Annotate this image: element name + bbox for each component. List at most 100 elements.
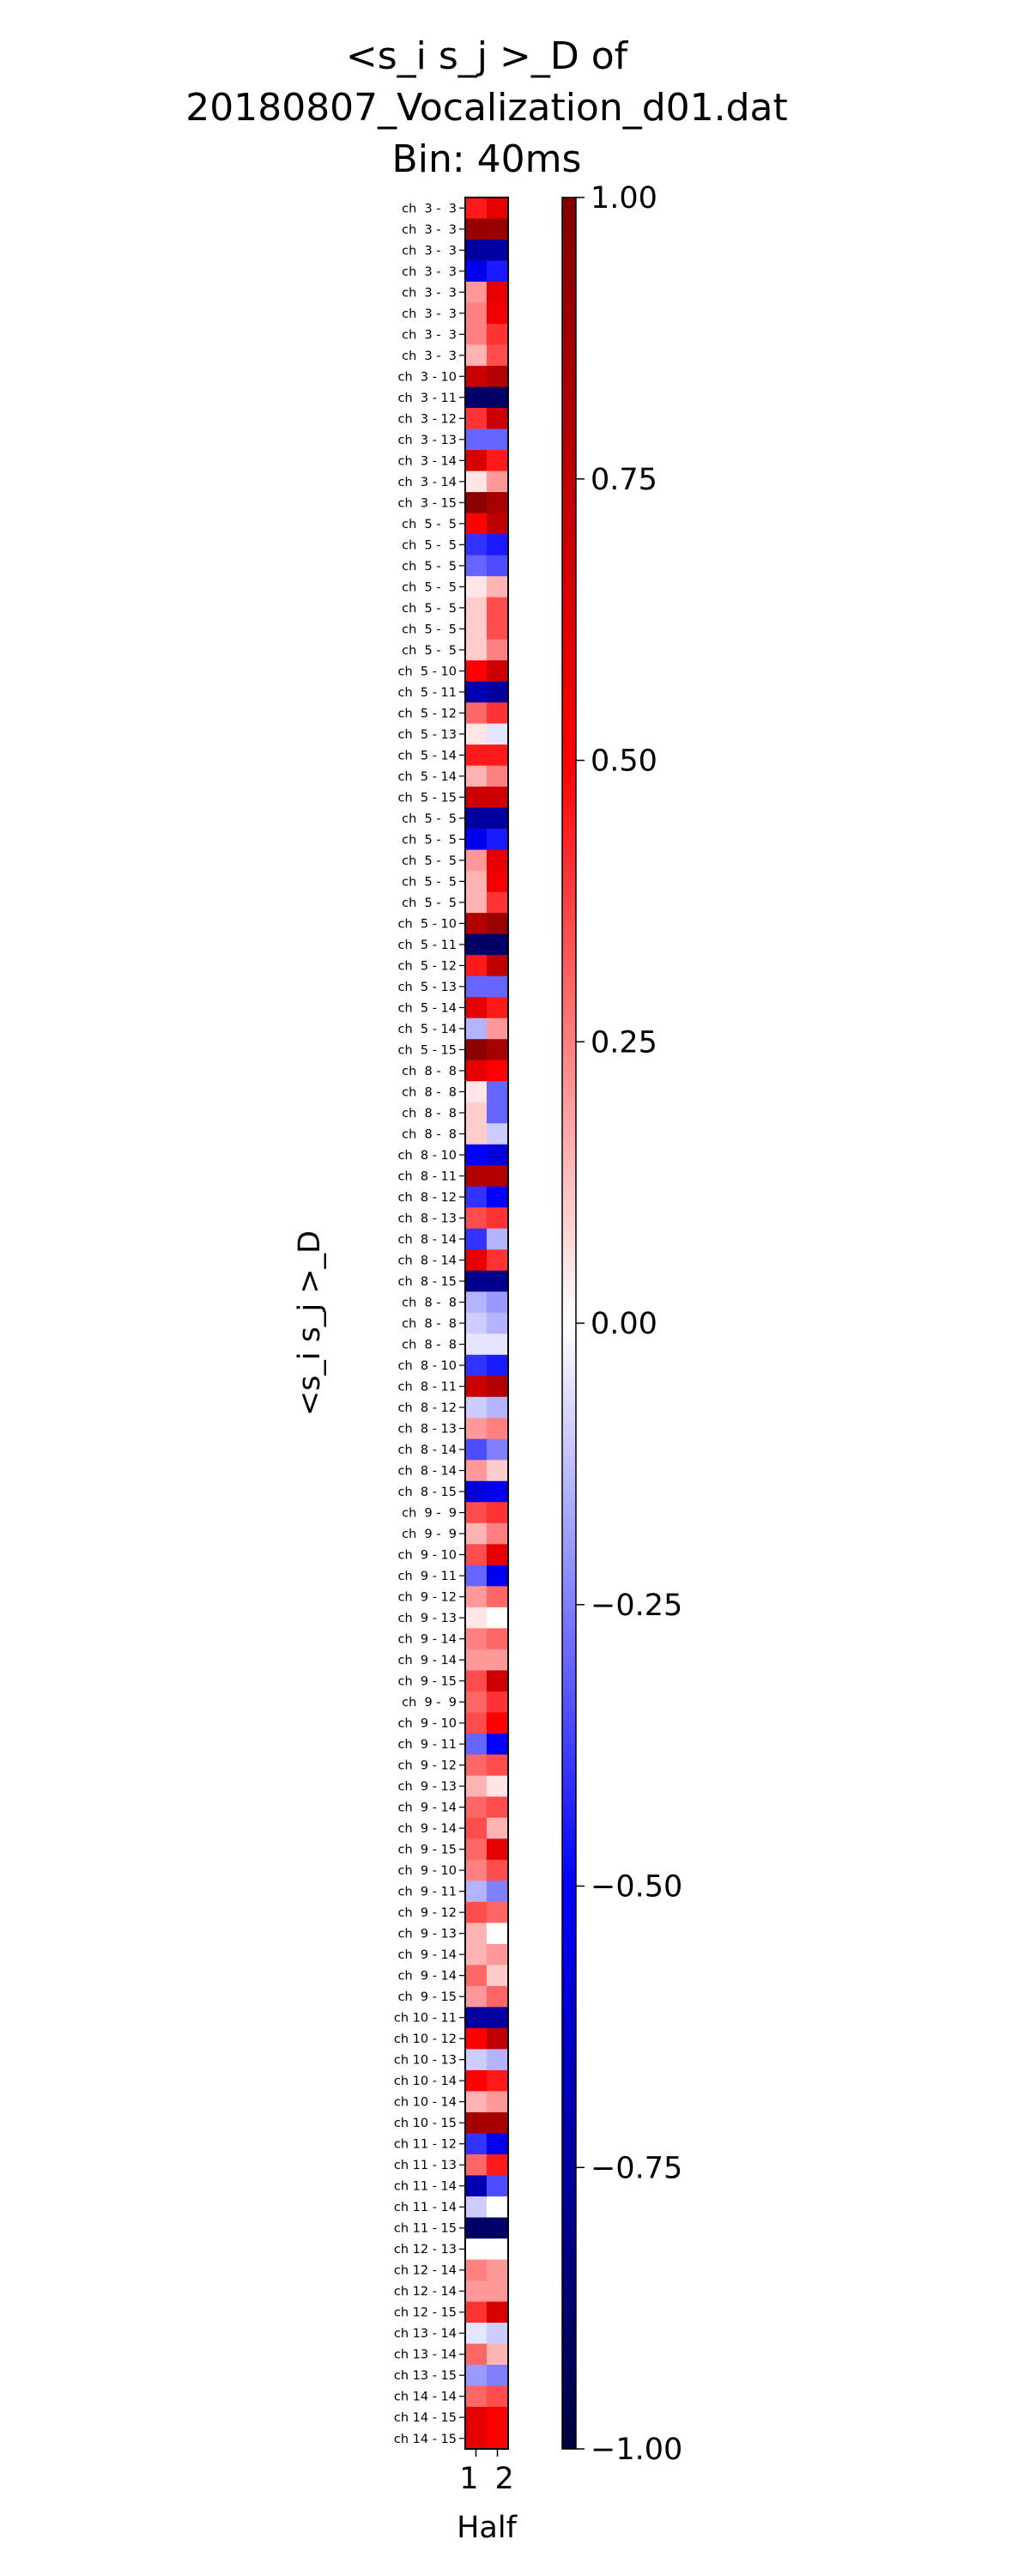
heatmap-cell-r14-c1 [487,492,509,513]
heatmap-cell-r71-c1 [487,1691,509,1713]
heatmap-cell-r79-c1 [487,1859,509,1881]
heatmap-cell-r41-c0 [465,1060,488,1082]
row-label-69: ch 9 - 14 [397,1654,457,1668]
heatmap-cell-r8-c1 [487,366,509,387]
heatmap-cell-r82-c1 [487,1923,509,1945]
heatmap-cell-r98-c0 [465,2259,488,2281]
heatmap-cell-r103-c1 [487,2364,509,2386]
heatmap-cell-r106-c1 [487,2427,509,2450]
heatmap-cell-r95-c0 [465,2196,488,2218]
row-label-3: ch 3 - 3 [402,265,457,279]
row-label-76: ch 9 - 14 [397,1801,457,1815]
heatmap-cell-r0-c1 [487,197,509,219]
row-label-12: ch 3 - 14 [397,454,457,468]
heatmap-cell-r19-c1 [487,597,509,619]
row-label-13: ch 3 - 14 [397,476,457,489]
row-label-19: ch 5 - 5 [402,602,457,616]
heatmap-cell-r4-c0 [465,282,488,303]
heatmap-cell-r12-c1 [487,450,509,471]
heatmap-cell-r39-c0 [465,1018,488,1040]
heatmap-cell-r38-c1 [487,997,509,1019]
row-label-20: ch 5 - 5 [402,623,457,636]
heatmap-cell-r30-c1 [487,829,509,851]
heatmap-cell-r90-c0 [465,2091,488,2113]
heatmap-cell-r44-c1 [487,1123,509,1145]
heatmap-cell-r104-c1 [487,2385,509,2408]
heatmap-cell-r66-c1 [487,1586,509,1608]
heatmap-cell-r31-c1 [487,849,509,872]
heatmap-cell-r35-c1 [487,933,509,956]
heatmap-cell-r80-c1 [487,1880,509,1903]
row-label-9: ch 3 - 11 [397,392,457,405]
row-label-53: ch 8 - 8 [402,1317,457,1331]
heatmap-cell-r74-c0 [465,1754,488,1777]
heatmap-cell-r40-c1 [487,1039,509,1061]
heatmap-cell-r13-c0 [465,471,488,493]
heatmap-cell-r70-c1 [487,1670,509,1692]
heatmap-cell-r79-c0 [465,1859,488,1881]
row-label-78: ch 9 - 15 [397,1844,457,1857]
heatmap-cell-r33-c0 [465,891,488,914]
row-label-35: ch 5 - 11 [397,939,457,952]
heatmap-cell-r9-c1 [487,386,509,409]
heatmap-cell-r38-c0 [465,997,488,1019]
heatmap-cell-r59-c0 [465,1438,488,1461]
heatmap-cell-r95-c1 [487,2196,509,2218]
x-tick-label-1: 2 [495,2462,514,2496]
heatmap-cell-r48-c1 [487,1207,509,1230]
row-label-57: ch 8 - 12 [397,1401,457,1415]
heatmap-cell-r93-c0 [465,2154,488,2176]
heatmap-cell-r29-c1 [487,807,509,829]
row-label-61: ch 8 - 15 [397,1485,457,1499]
row-label-64: ch 9 - 10 [397,1549,457,1563]
row-label-54: ch 8 - 8 [402,1339,457,1352]
row-label-72: ch 9 - 10 [397,1717,457,1731]
y-axis-label: <s_i s_j >_D [293,1230,327,1416]
row-label-38: ch 5 - 14 [397,1001,457,1015]
heatmap-cell-r11-c0 [465,428,488,451]
heatmap-cell-r40-c0 [465,1039,488,1061]
heatmap-cell-r5-c1 [487,302,509,325]
row-label-49: ch 8 - 14 [397,1233,457,1247]
heatmap-cell-r7-c1 [487,344,509,367]
row-label-86: ch 10 - 11 [394,2012,457,2026]
row-label-10: ch 3 - 12 [397,412,457,426]
heatmap-cell-r104-c0 [465,2385,488,2408]
row-label-104: ch 14 - 14 [394,2391,457,2404]
heatmap-cell-r8-c0 [465,366,488,387]
heatmap-cell-r47-c0 [465,1186,488,1208]
row-label-74: ch 9 - 12 [397,1759,457,1773]
heatmap-cell-r93-c1 [487,2154,509,2176]
heatmap-cell-r47-c1 [487,1186,509,1208]
heatmap-cell-r56-c0 [465,1376,488,1398]
heatmap-cell-r103-c0 [465,2364,488,2386]
row-label-98: ch 12 - 14 [394,2264,457,2278]
row-label-77: ch 9 - 14 [397,1822,457,1836]
row-label-32: ch 5 - 5 [402,875,457,889]
row-label-70: ch 9 - 15 [397,1675,457,1689]
row-label-106: ch 14 - 15 [394,2433,457,2446]
row-label-5: ch 3 - 3 [402,307,457,321]
row-label-66: ch 9 - 12 [397,1591,457,1605]
row-label-67: ch 9 - 13 [397,1612,457,1625]
heatmap-cell-r83-c1 [487,1943,509,1965]
row-label-42: ch 8 - 8 [402,1085,457,1099]
heatmap-cell-r77-c0 [465,1817,488,1839]
heatmap-cell-r85-c1 [487,1985,509,2008]
row-label-51: ch 8 - 15 [397,1275,457,1289]
heatmap-cell-r36-c1 [487,955,509,977]
row-label-33: ch 5 - 5 [402,896,457,910]
title-line-2: 20180807_Vocalization_d01.dat [185,86,788,130]
row-label-41: ch 8 - 8 [402,1065,457,1078]
heatmap-cell-r32-c0 [465,871,488,893]
row-label-48: ch 8 - 13 [397,1212,457,1225]
heatmap-cell-r87-c0 [465,2027,488,2050]
row-label-17: ch 5 - 5 [402,560,457,574]
heatmap-cell-r58-c1 [487,1418,509,1440]
row-label-1: ch 3 - 3 [402,223,457,237]
heatmap-cell-r66-c0 [465,1586,488,1608]
heatmap-cell-r36-c0 [465,955,488,977]
heatmap-cell-r37-c1 [487,975,509,998]
row-label-21: ch 5 - 5 [402,644,457,658]
